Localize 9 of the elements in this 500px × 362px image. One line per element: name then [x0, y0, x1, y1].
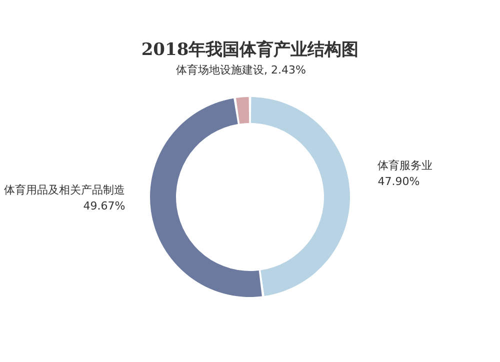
slice-label: 体育场地设施建设, 2.43%	[176, 63, 306, 76]
donut-slice	[236, 97, 250, 124]
donut-slice	[250, 97, 350, 296]
slice-label: 体育用品及相关产品制造	[4, 184, 126, 197]
chart-title: 2018年我国体育产业结构图	[141, 39, 359, 60]
data-label: 49.67%	[83, 200, 126, 213]
slice-label: 体育服务业	[378, 159, 433, 172]
data-label: 47.90%	[378, 175, 420, 188]
donut-slice	[150, 98, 262, 297]
